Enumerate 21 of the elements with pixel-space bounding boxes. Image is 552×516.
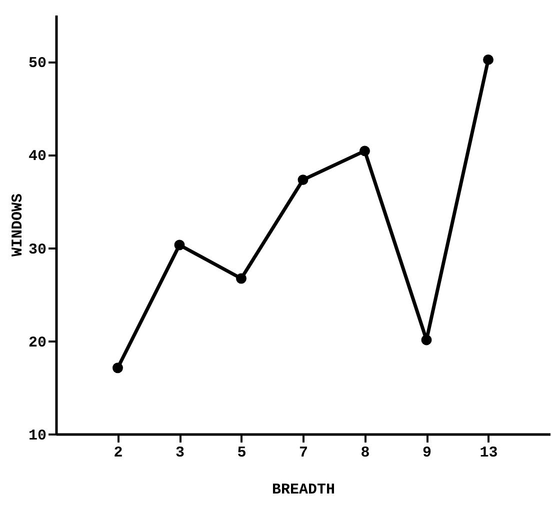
- point: [112, 362, 123, 374]
- y-tick-label: 50: [28, 55, 46, 72]
- y-tick-label: 30: [28, 241, 46, 258]
- x-tick-label: 13: [480, 444, 498, 462]
- point: [236, 273, 246, 284]
- point: [360, 146, 370, 156]
- x-tick-label: 7: [298, 444, 308, 462]
- x-tick-label: 8: [360, 444, 370, 462]
- y-tick-label: 20: [28, 334, 46, 352]
- x-tick-label: 3: [175, 444, 185, 462]
- y-tick-label: 40: [28, 148, 46, 166]
- y-tick-label: 10: [28, 428, 46, 444]
- y-axis-title: WINDOWS: [9, 193, 26, 257]
- point: [483, 54, 494, 65]
- x-tick-label: 5: [237, 444, 246, 462]
- point: [174, 240, 185, 250]
- x-tick-label: 9: [422, 444, 432, 462]
- x-axis-title: BREADTH: [272, 482, 336, 498]
- point: [421, 334, 432, 346]
- x-tick-label: 2: [114, 444, 123, 462]
- point: [298, 174, 308, 186]
